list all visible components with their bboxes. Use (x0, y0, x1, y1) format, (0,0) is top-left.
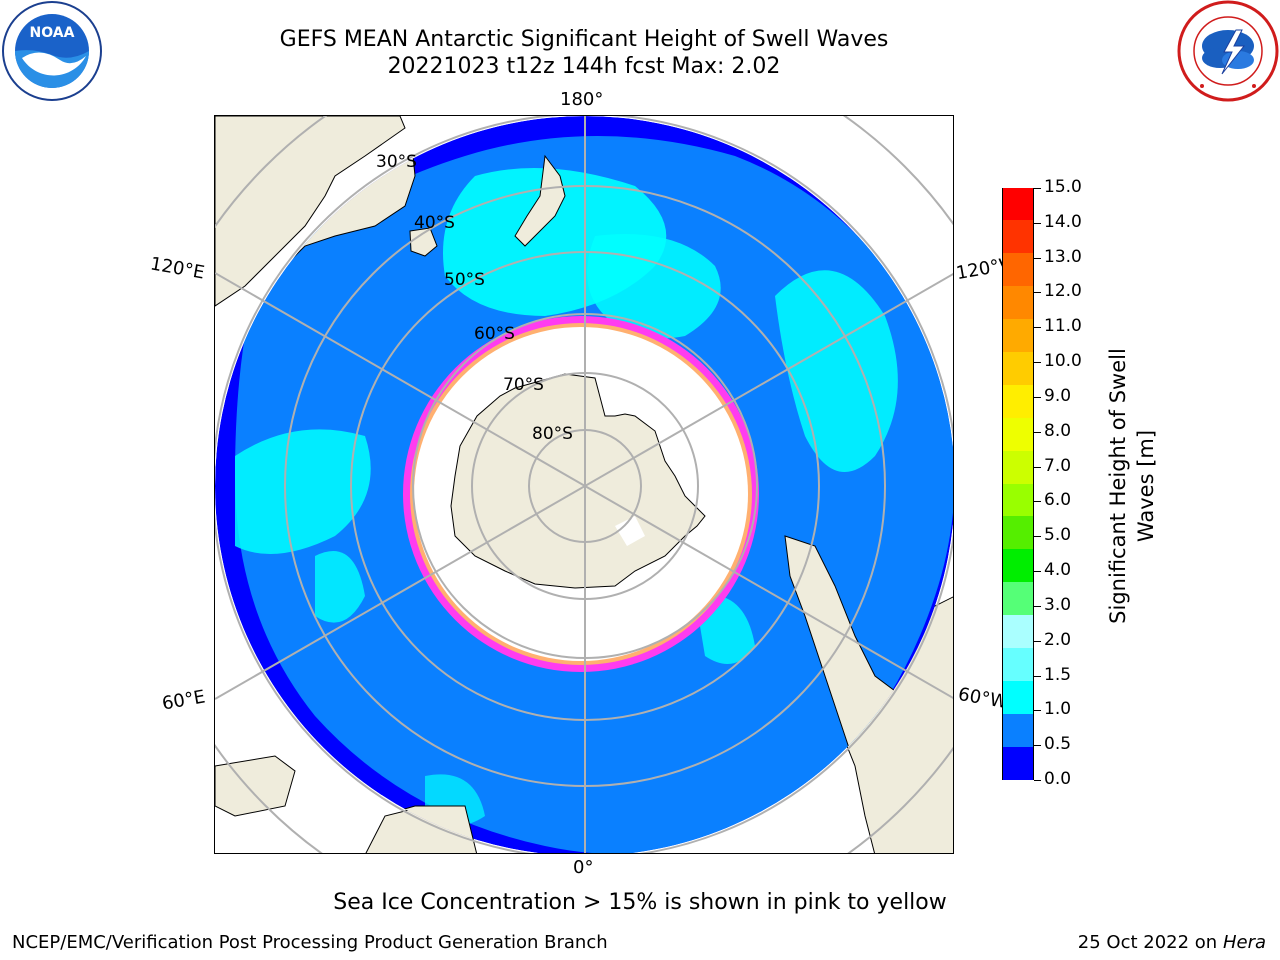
colorbar-tick-mark (1034, 188, 1041, 189)
colorbar-swatch (1003, 220, 1033, 254)
colorbar-swatch (1003, 187, 1033, 221)
colorbar-tick-mark (1034, 396, 1041, 398)
colorbar-swatch (1003, 582, 1033, 616)
colorbar-tick-label: 13.0 (1044, 246, 1082, 267)
colorbar-tick-label: 5.0 (1044, 525, 1072, 546)
noaa-logo-text: NOAA (30, 25, 75, 41)
colorbar-tick-mark (1034, 501, 1041, 503)
chart-subtitle: 20221023 t12z 144h fcst Max: 2.02 (387, 54, 781, 79)
footer-date: 25 Oct 2022 on Hera (1078, 932, 1266, 953)
lon-label-180: 180° (560, 89, 604, 110)
colorbar-tick-label: 2.0 (1044, 629, 1072, 650)
colorbar-tick-label: 9.0 (1044, 385, 1072, 406)
colorbar-swatch (1003, 516, 1033, 550)
colorbar-tick-label: 11.0 (1044, 316, 1082, 337)
nws-logo-icon (1177, 0, 1279, 102)
colorbar (1002, 187, 1034, 780)
colorbar-swatch (1003, 549, 1033, 583)
lon-label-120e: 120°E (148, 253, 207, 284)
lat-label-50s: 50°S (444, 270, 485, 290)
colorbar-swatch (1003, 615, 1033, 649)
colorbar-tick-label: 1.5 (1044, 664, 1072, 685)
colorbar-tick-mark (1034, 675, 1041, 677)
colorbar-swatch (1003, 450, 1033, 484)
colorbar-swatch (1003, 351, 1033, 386)
colorbar-swatch (1003, 647, 1033, 682)
colorbar-tick-mark (1034, 571, 1041, 573)
colorbar-tick-label: 6.0 (1044, 490, 1072, 511)
lat-label-30s: 30°S (376, 152, 417, 172)
colorbar-tick-mark (1034, 745, 1041, 747)
chart-title: GEFS MEAN Antarctic Significant Height o… (279, 27, 889, 52)
colorbar-label: Significant Height of Swell Waves [m] (1106, 348, 1158, 624)
colorbar-tick-mark (1034, 780, 1041, 781)
colorbar-tick-label: 0.5 (1044, 734, 1072, 755)
colorbar-swatch (1003, 483, 1033, 517)
colorbar-tick-mark (1034, 222, 1041, 224)
colorbar-tick-mark (1034, 362, 1041, 364)
colorbar-tick-mark (1034, 257, 1041, 259)
colorbar-tick-mark (1034, 431, 1041, 433)
tasmania (409, 227, 438, 257)
colorbar-tick-label: 15.0 (1044, 177, 1082, 197)
colorbar-tick-label: 10.0 (1044, 351, 1082, 372)
colorbar-swatch (1003, 253, 1033, 287)
colorbar-swatch (1003, 680, 1033, 715)
graticule (215, 116, 953, 853)
colorbar-tick-mark (1034, 536, 1041, 538)
colorbar-tick-label: 1.0 (1044, 699, 1072, 720)
polar-map (214, 115, 954, 854)
colorbar-tick-mark (1034, 640, 1041, 642)
colorbar-swatch (1003, 384, 1033, 419)
colorbar-swatch (1003, 286, 1033, 320)
colorbar-tick-mark (1034, 292, 1041, 294)
lat-label-80s: 80°S (532, 424, 573, 444)
noaa-logo-icon: NOAA (2, 1, 102, 101)
footer-date-text: 25 Oct 2022 on (1077, 932, 1223, 953)
colorbar-tick-label: 14.0 (1044, 211, 1082, 232)
colorbar-tick-mark (1034, 327, 1041, 329)
sea-ice-caption: Sea Ice Concentration > 15% is shown in … (333, 890, 947, 915)
colorbar-tick-label: 7.0 (1044, 455, 1072, 476)
lat-label-60s: 60°S (474, 324, 515, 344)
footer-credit: NCEP/EMC/Verification Post Processing Pr… (12, 932, 608, 953)
colorbar-tick-mark (1034, 605, 1041, 607)
colorbar-tick-label: 4.0 (1044, 560, 1072, 581)
colorbar-swatch (1003, 417, 1033, 452)
colorbar-swatch (1003, 319, 1033, 353)
footer-host: Hera (1222, 932, 1266, 953)
colorbar-tick-mark (1034, 466, 1041, 468)
lat-label-70s: 70°S (503, 375, 544, 395)
colorbar-swatch (1003, 713, 1033, 748)
colorbar-tick-label: 3.0 (1044, 594, 1072, 615)
lat-label-40s: 40°S (414, 213, 455, 233)
colorbar-tick-label: 8.0 (1044, 420, 1072, 441)
colorbar-swatch (1003, 746, 1033, 780)
lon-label-60e: 60°E (160, 686, 207, 715)
colorbar-tick-label: 12.0 (1044, 281, 1082, 302)
colorbar-tick-mark (1034, 710, 1041, 712)
colorbar-tick-label: 0.0 (1044, 769, 1072, 789)
lon-label-0: 0° (573, 857, 594, 878)
